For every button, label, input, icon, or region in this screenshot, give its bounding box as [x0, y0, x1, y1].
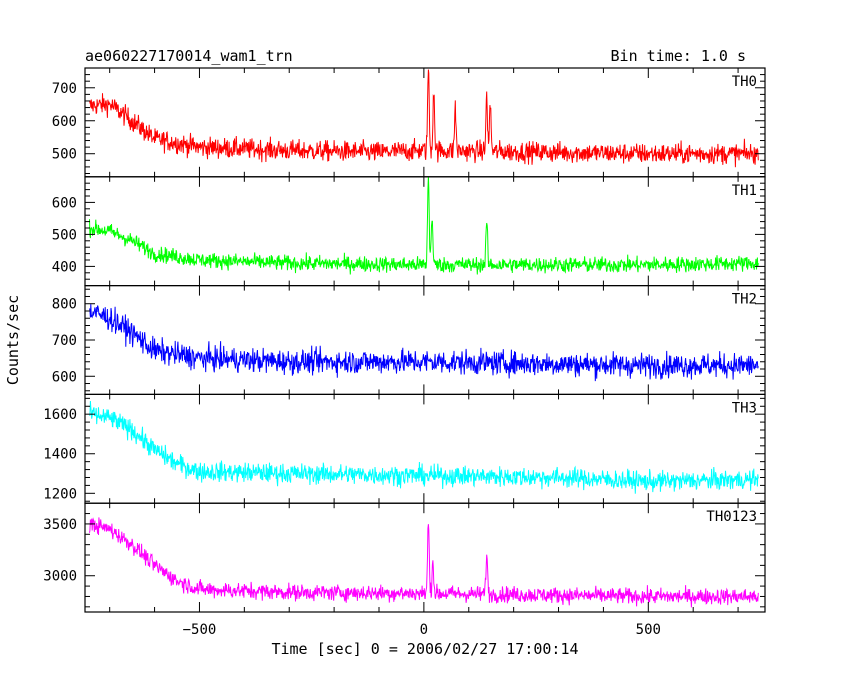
series-th3: [89, 400, 759, 494]
x-tick-label: 500: [636, 622, 661, 638]
panel-th3: 1200 1400 1600 TH3: [43, 393, 766, 504]
x-tick-labels: −500 0 500: [183, 622, 661, 638]
y-tick-label: 600: [52, 369, 77, 385]
y-tick-label: 600: [52, 195, 77, 211]
y-tick-label: 700: [52, 333, 77, 349]
panel-label: TH1: [732, 183, 757, 199]
y-tick-label: 1200: [43, 486, 77, 502]
panel-th0: 500 600 700 TH0: [52, 67, 766, 178]
panels: 500 600 700 TH0 400 500 600 TH1 600 700 800 TH2 1200…: [43, 67, 766, 613]
panel-frame: [84, 285, 766, 396]
series-th1: [89, 176, 759, 275]
panel-frame: [84, 67, 766, 178]
y-tick-label: 800: [52, 297, 77, 313]
panel-label: TH2: [732, 292, 757, 308]
panel-th0123: 3000 3500 TH0123: [43, 502, 766, 613]
panel-label: TH3: [732, 400, 757, 416]
x-axis-label: Time [sec] 0 = 2006/02/27 17:00:14: [271, 640, 578, 658]
y-tick-label: 3000: [43, 569, 77, 585]
chart-title: ae060227170014_wam1_trn: [85, 47, 293, 65]
x-tick-label: −500: [183, 622, 217, 638]
y-tick-label: 1400: [43, 447, 77, 463]
y-tick-label: 500: [52, 147, 77, 163]
series-th0: [89, 69, 759, 168]
panel-frame: [84, 393, 766, 504]
y-tick-label: 3500: [43, 517, 77, 533]
y-tick-label: 700: [52, 81, 77, 97]
y-tick-label: 1600: [43, 407, 77, 423]
panel-label: TH0: [732, 74, 757, 90]
y-axis-label: Counts/sec: [4, 295, 22, 385]
y-tick-label: 400: [52, 259, 77, 275]
series-th0123: [89, 517, 759, 608]
y-tick-label: 600: [52, 114, 77, 130]
bin-time-label: Bin time: 1.0 s: [611, 47, 746, 65]
panel-frame: [84, 502, 766, 613]
panel-th1: 400 500 600 TH1: [52, 176, 766, 287]
series-th2: [89, 304, 759, 382]
x-tick-label: 0: [420, 622, 428, 638]
panel-label: TH0123: [706, 509, 757, 525]
panel-frame: [84, 176, 766, 287]
y-tick-label: 500: [52, 227, 77, 243]
panel-th2: 600 700 800 TH2: [52, 285, 766, 396]
